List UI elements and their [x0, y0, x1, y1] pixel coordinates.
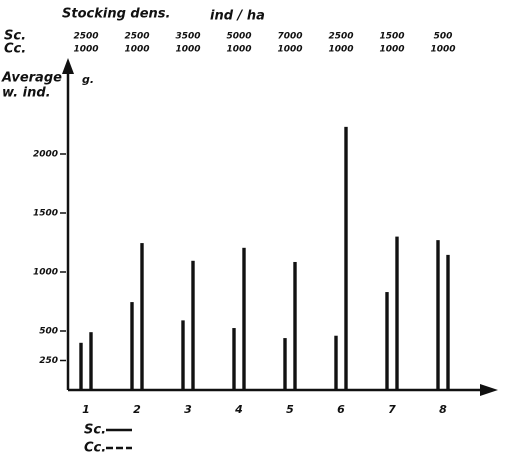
legend-label: Cc. — [84, 441, 106, 456]
bar — [79, 342, 83, 390]
density-row-label: Cc. — [4, 42, 26, 57]
y-tick-label: 500 — [39, 327, 58, 337]
density-value: 2500 — [124, 32, 149, 42]
x-tick-label: 3 — [184, 403, 192, 416]
y-unit: g. — [82, 73, 94, 86]
density-value: 5000 — [226, 32, 251, 42]
y-arrow — [62, 58, 74, 74]
x-tick-label: 5 — [286, 403, 294, 416]
density-value: 1000 — [175, 45, 200, 55]
y-tick-label: 1000 — [33, 268, 58, 278]
bar — [130, 302, 134, 390]
bar — [344, 126, 348, 391]
bar — [334, 335, 338, 390]
bar — [181, 320, 185, 390]
density-value: 1000 — [328, 45, 353, 55]
density-value: 1500 — [379, 32, 404, 42]
header-title: Stocking dens. — [62, 7, 170, 22]
x-tick-label: 1 — [82, 403, 90, 416]
density-value: 2500 — [73, 32, 98, 42]
bar — [446, 254, 450, 390]
y-label: w. ind. — [2, 86, 51, 101]
x-tick-label: 7 — [388, 403, 396, 416]
bar — [283, 338, 287, 390]
y-tick-label: 250 — [39, 356, 58, 366]
density-row-label: Sc. — [4, 29, 26, 44]
bar — [436, 240, 440, 390]
legend-label: Sc. — [84, 423, 106, 438]
x-tick-label: 8 — [439, 403, 447, 416]
y-label: Average — [1, 71, 62, 86]
bar — [232, 328, 236, 390]
x-arrow — [480, 384, 498, 396]
x-tick-label: 4 — [234, 403, 243, 416]
density-value: 3500 — [175, 32, 200, 42]
density-value: 1000 — [124, 45, 149, 55]
y-tick-label: 2000 — [33, 150, 58, 160]
density-value: 500 — [434, 32, 453, 42]
bar — [140, 243, 144, 390]
bar — [385, 292, 389, 390]
y-tick-label: 1500 — [33, 209, 58, 219]
bar — [242, 247, 246, 390]
density-value: 1000 — [277, 45, 302, 55]
density-value: 7000 — [277, 32, 302, 42]
bar — [89, 332, 93, 390]
header-unit: ind / ha — [210, 9, 265, 24]
x-tick-label: 2 — [133, 403, 141, 416]
x-tick-label: 6 — [337, 403, 345, 416]
density-value: 1000 — [73, 45, 98, 55]
density-value: 1000 — [379, 45, 404, 55]
bar — [395, 236, 399, 390]
bar — [293, 261, 297, 390]
density-value: 1000 — [226, 45, 251, 55]
bar — [191, 260, 195, 390]
density-value: 2500 — [328, 32, 353, 42]
density-value: 1000 — [430, 45, 455, 55]
